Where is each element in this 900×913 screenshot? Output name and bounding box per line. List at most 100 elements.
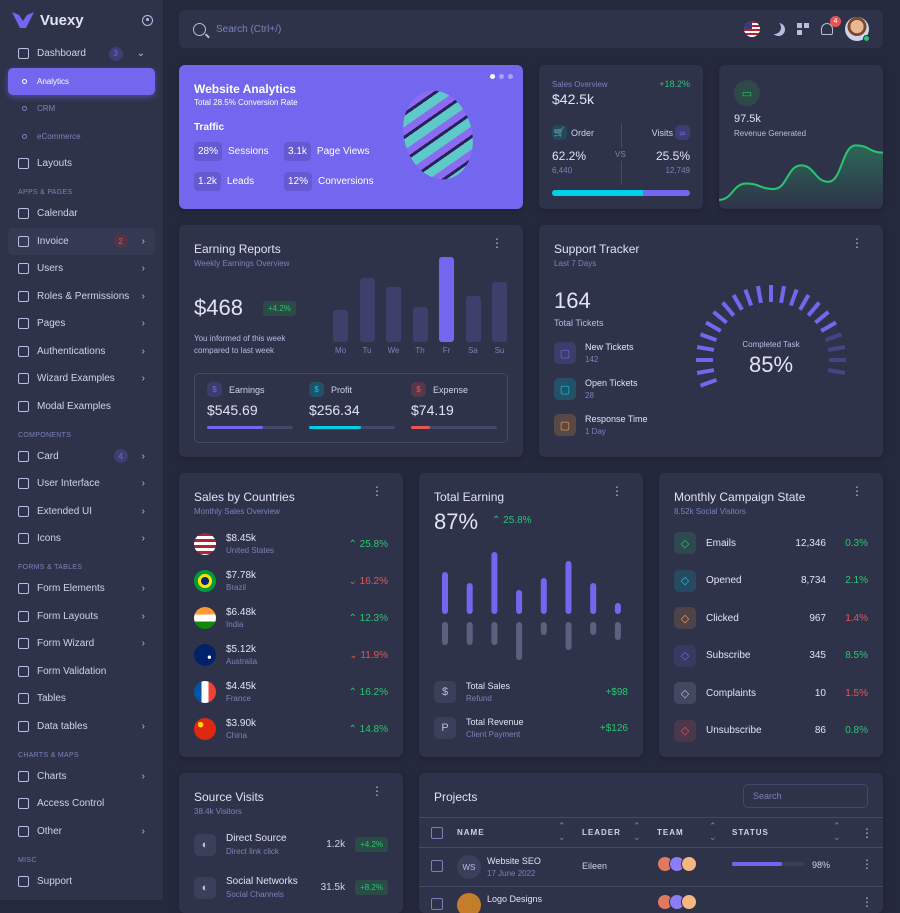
card-subtitle: 8.52k Social Visitors	[674, 507, 746, 516]
projects-card: Projects Search NAME ⌃ ⌄ LEADER ⌃ ⌄ TEAM ⌃ ⌄ STAT…	[419, 773, 883, 913]
sidebar-item-extended-ui[interactable]: Extended UI ›	[8, 498, 155, 526]
sidebar-item-pages[interactable]: Pages ›	[8, 310, 155, 338]
sidebar-item-layouts[interactable]: Layouts	[8, 150, 155, 178]
earning-bar[interactable]	[333, 310, 348, 342]
country-amount: $4.45k	[226, 681, 257, 692]
column-header[interactable]: LEADER	[582, 828, 621, 837]
row-actions-icon[interactable]: ⋮	[861, 895, 873, 909]
column-header[interactable]: TEAM	[657, 828, 684, 837]
more-options-icon[interactable]: ⋮	[861, 826, 873, 840]
more-options-icon[interactable]: ⋮	[371, 784, 383, 798]
sidebar-item-tables[interactable]: Tables	[8, 685, 155, 713]
more-options-icon[interactable]: ⋮	[611, 484, 623, 498]
sidebar-item-support[interactable]: Support	[8, 868, 155, 896]
country-row: $6.48k India ⌃ 12.3%	[179, 607, 403, 629]
sidebar-item-ecommerce[interactable]: eCommerce	[8, 123, 155, 151]
sort-ascending-icon[interactable]: ⌃	[709, 821, 717, 831]
sidebar-item-icons[interactable]: Icons ›	[8, 525, 155, 553]
visits-count: 12,749	[665, 166, 690, 175]
sidebar-item-modal-examples[interactable]: Modal Examples	[8, 393, 155, 421]
file-icon	[18, 318, 29, 330]
more-options-icon[interactable]: ⋮	[491, 236, 503, 250]
shortcuts-grid-icon[interactable]	[797, 23, 809, 35]
sidebar-item-form-validation[interactable]: Form Validation	[8, 658, 155, 686]
support-tracker-card: Support Tracker Last 7 Days ⋮ 164 Total …	[539, 225, 883, 457]
select-all-checkbox[interactable]	[431, 827, 443, 839]
user-avatar[interactable]	[845, 17, 870, 42]
sidebar-item-form-wizard[interactable]: Form Wizard ›	[8, 630, 155, 658]
moon-icon[interactable]	[772, 23, 785, 36]
column-header[interactable]: NAME	[457, 828, 485, 837]
row-value: +$126	[599, 722, 628, 734]
sidebar-item-analytics[interactable]: Analytics	[8, 67, 155, 95]
3d-sphere-illustration	[393, 82, 483, 188]
table-row[interactable]: Logo Designs ⋮	[419, 887, 883, 913]
sidebar-item-form-layouts[interactable]: Form Layouts ›	[8, 603, 155, 631]
table-row[interactable]: WS Website SEO 17 June 2022 Eileen 98% ⋮	[419, 849, 883, 887]
earning-bar[interactable]	[386, 287, 401, 342]
sort-ascending-icon[interactable]: ⌃	[833, 821, 841, 831]
sidebar-item-form-elements[interactable]: Form Elements ›	[8, 575, 155, 603]
earning-bar[interactable]	[439, 257, 454, 342]
sidebar-item-crm[interactable]: CRM	[8, 95, 155, 123]
sidebar-item-charts[interactable]: Charts ›	[8, 763, 155, 791]
opened-icon: ◇	[674, 569, 696, 592]
checkbox-icon	[18, 665, 29, 677]
sidebar-item-access-control[interactable]: Access Control	[8, 790, 155, 818]
sort-descending-icon[interactable]: ⌄	[709, 832, 717, 842]
search-input[interactable]: Search (Ctrl+/)	[216, 23, 282, 35]
sidebar-item-users[interactable]: Users ›	[8, 255, 155, 283]
earning-bar[interactable]	[465, 296, 481, 342]
sidebar-item-label: Tables	[37, 693, 66, 705]
sort-descending-icon[interactable]: ⌄	[558, 832, 566, 842]
sort-descending-icon[interactable]: ⌄	[633, 832, 641, 842]
sidebar-item-label: Wizard Examples	[37, 373, 115, 385]
sidebar-item-roles-permissions[interactable]: Roles & Permissions ›	[8, 283, 155, 311]
sidebar-item-dashboard[interactable]: Dashboard 3 ⌄	[8, 40, 155, 68]
earning-note: You informed of this week compared to la…	[194, 334, 286, 355]
language-flag-icon[interactable]	[744, 21, 760, 37]
row-label: Opened	[706, 575, 742, 586]
sidebar-item-wizard-examples[interactable]: Wizard Examples ›	[8, 365, 155, 393]
sort-descending-icon[interactable]: ⌄	[833, 832, 841, 842]
sidebar-item-calendar[interactable]: Calendar	[8, 200, 155, 228]
sidebar-item-other[interactable]: Other ›	[8, 818, 155, 846]
brand[interactable]: Vuexy	[8, 0, 155, 40]
more-options-icon[interactable]: ⋮	[851, 484, 863, 498]
gauge-tick	[798, 294, 811, 311]
sidebar-item-authentications[interactable]: Authentications ›	[8, 338, 155, 366]
campaign-row: ◇ Complaints 10 1.5%	[659, 682, 883, 704]
column-header[interactable]: STATUS	[732, 828, 769, 837]
earning-down-bar	[491, 622, 498, 645]
carousel-dots[interactable]	[490, 74, 513, 79]
campaign-row: ◇ Opened 8,734 2.1%	[659, 569, 883, 592]
card-title: Website Analytics	[194, 82, 297, 96]
row-actions-icon[interactable]: ⋮	[861, 857, 873, 871]
sales-overview-card: Sales Overview +18.2% $42.5k 🛒 Order Vis…	[539, 65, 703, 209]
earning-bar[interactable]	[412, 307, 428, 342]
earning-bar[interactable]	[492, 282, 507, 342]
arrow-up-icon: ⌃	[348, 686, 360, 698]
sidebar-item-label: Form Layouts	[37, 610, 99, 622]
sidebar-item-card[interactable]: Card 4 ›	[8, 443, 155, 471]
projects-search-input[interactable]: Search	[743, 784, 868, 808]
sort-ascending-icon[interactable]: ⌃	[558, 821, 566, 831]
sidebar-item-invoice[interactable]: Invoice 2 ›	[8, 227, 155, 255]
sidebar-item-label: Other	[37, 825, 63, 837]
sidebar-item-user-interface[interactable]: User Interface ›	[8, 470, 155, 498]
bell-icon[interactable]: 4	[821, 16, 841, 35]
sort-ascending-icon[interactable]: ⌃	[633, 821, 641, 831]
earning-summary-row: P Total Revenue Client Payment +$126	[419, 717, 643, 739]
sidebar-item-data-tables[interactable]: Data tables ›	[8, 713, 155, 741]
row-checkbox[interactable]	[431, 860, 443, 872]
pin-sidebar-icon[interactable]	[142, 14, 153, 26]
more-options-icon[interactable]: ⋮	[851, 236, 863, 250]
dots-icon	[18, 825, 29, 837]
earning-bar[interactable]	[359, 278, 375, 342]
revenue-area	[719, 145, 883, 209]
stat-icon: $	[411, 382, 426, 397]
more-options-icon[interactable]: ⋮	[371, 484, 383, 498]
search-icon[interactable]	[193, 22, 206, 36]
campaign-row: ◇ Emails 12,346 0.3%	[659, 532, 883, 554]
country-change: ⌃ 16.2%	[348, 687, 388, 698]
